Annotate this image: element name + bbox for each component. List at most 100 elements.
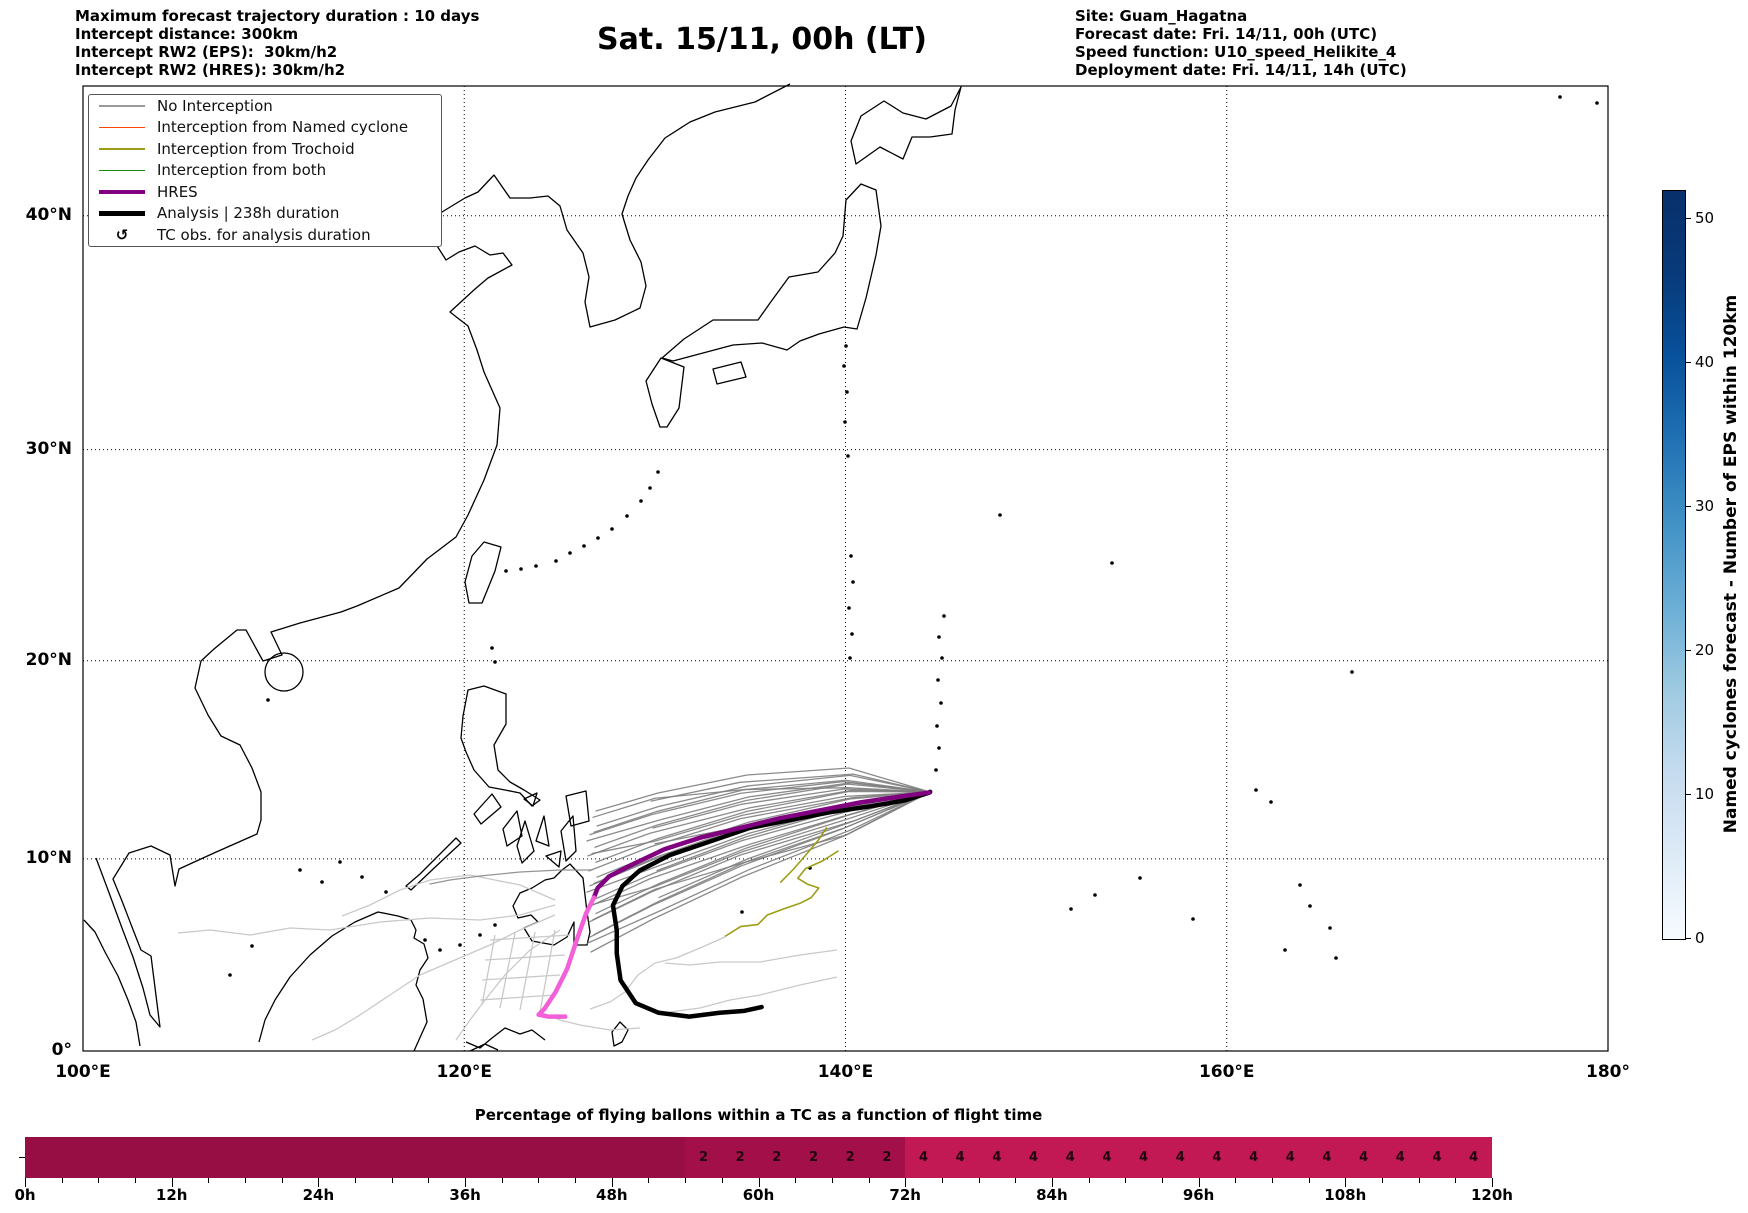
- bar-time-tick: [208, 1178, 210, 1183]
- bar-time-tick: [465, 1178, 467, 1187]
- legend-item-label: Interception from Trochoid: [157, 139, 355, 158]
- legend-item: Interception from Named cyclone: [89, 117, 441, 139]
- bar-time-tick: [538, 1178, 540, 1183]
- colorbar-tick: [1685, 938, 1691, 939]
- lat-tick-label: 20°N: [25, 649, 72, 670]
- legend-item-label: Interception from both: [157, 161, 327, 180]
- page-title: Sat. 15/11, 00h (LT): [597, 22, 927, 57]
- bar-time-tick: [941, 1178, 943, 1183]
- bar-time-tick: [1455, 1178, 1457, 1183]
- bar-time-label: 48h: [596, 1186, 628, 1204]
- bar-bin-value: 4: [1249, 1150, 1259, 1165]
- bar-time-tick: [1161, 1178, 1163, 1183]
- bar-time-tick: [758, 1178, 760, 1187]
- balloon-bar-title: Percentage of flying ballons within a TC…: [474, 1106, 1043, 1124]
- bar-time-tick: [135, 1178, 137, 1183]
- bar-time-tick: [648, 1178, 650, 1183]
- legend-item-label: TC obs. for analysis duration: [157, 225, 371, 244]
- bar-time-label: 96h: [1182, 1186, 1215, 1204]
- legend-item-label: Interception from Named cyclone: [157, 118, 409, 137]
- legend-item: Interception from both: [89, 160, 441, 182]
- bar-bin-value: 4: [1212, 1150, 1222, 1165]
- colorbar-tick-label: 0: [1695, 929, 1705, 947]
- header-right-info: Site: Guam_Hagatna Forecast date: Fri. 1…: [1075, 7, 1407, 79]
- bar-time-tick: [1345, 1178, 1347, 1187]
- legend-item: Analysis | 238h duration: [89, 203, 441, 225]
- bar-time-label: 60h: [742, 1186, 775, 1204]
- lat-tick-label: 40°N: [25, 204, 72, 225]
- bar-time-tick: [575, 1178, 577, 1183]
- bar-time-tick: [1418, 1178, 1420, 1183]
- colorbar-tick-label: 20: [1695, 641, 1715, 659]
- bar-bin-value: 4: [1359, 1150, 1369, 1165]
- bar-bin-value: 2: [882, 1150, 892, 1165]
- bar-time-label: 84h: [1036, 1186, 1068, 1204]
- bar-segment: [905, 1137, 1492, 1178]
- colorbar: [1662, 190, 1686, 940]
- lon-tick-label: 160°E: [1198, 1062, 1255, 1082]
- lon-tick-label: 140°E: [817, 1062, 874, 1082]
- colorbar-tick: [1685, 218, 1691, 219]
- colorbar-tick: [1685, 362, 1691, 363]
- bar-time-label: 36h: [449, 1186, 481, 1204]
- bar-time-tick: [61, 1178, 63, 1183]
- bar-bin-value: 4: [919, 1150, 929, 1165]
- legend-line-swatch: [99, 105, 145, 107]
- legend-item-label: Analysis | 238h duration: [157, 204, 340, 223]
- bar-time-tick: [1198, 1178, 1200, 1187]
- lat-tick-label: 10°N: [25, 847, 72, 868]
- legend-item: HRES: [89, 181, 441, 203]
- colorbar-title: Named cyclones forecast - Number of EPS …: [1721, 294, 1741, 834]
- bar-time-label: 120h: [1471, 1186, 1513, 1204]
- bar-time-tick: [795, 1178, 797, 1183]
- bar-time-label: 72h: [889, 1186, 921, 1204]
- legend-line-swatch: [99, 169, 145, 171]
- bar-time-tick: [391, 1178, 393, 1183]
- bar-bin-value: 4: [955, 1150, 965, 1165]
- legend-line-swatch: [99, 148, 145, 150]
- bar-time-tick: [245, 1178, 247, 1183]
- bar-time-label: 0h: [14, 1186, 36, 1204]
- bar-bin-value: 4: [1175, 1150, 1185, 1165]
- bar-bin-value: 4: [1395, 1150, 1405, 1165]
- bar-time-tick: [1308, 1178, 1310, 1183]
- bar-time-tick: [318, 1178, 320, 1187]
- bar-time-tick: [1381, 1178, 1383, 1183]
- bar-segment: [685, 1137, 906, 1178]
- bar-time-tick: [171, 1178, 173, 1187]
- bar-y-tick: [19, 1157, 25, 1158]
- bar-bin-value: 4: [1065, 1150, 1075, 1165]
- header-left-info: Maximum forecast trajectory duration : 1…: [75, 7, 480, 79]
- bar-bin-value: 4: [1285, 1150, 1295, 1165]
- bar-time-tick: [905, 1178, 907, 1187]
- bar-time-tick: [721, 1178, 723, 1183]
- bar-bin-value: 2: [845, 1150, 855, 1165]
- colorbar-tick: [1685, 794, 1691, 795]
- lon-tick-label: 100°E: [55, 1062, 111, 1082]
- lat-tick-label: 0°: [51, 1040, 72, 1060]
- bar-time-tick: [428, 1178, 430, 1183]
- legend-item-label: No Interception: [157, 96, 273, 115]
- bar-bin-value: 4: [1469, 1150, 1479, 1165]
- bar-bin-value: 2: [698, 1150, 709, 1165]
- bar-bin-value: 4: [1139, 1150, 1149, 1165]
- map-legend: No Interception Interception from Named c…: [88, 94, 442, 247]
- bar-bin-value: 4: [1102, 1150, 1112, 1165]
- bar-bin-value: 2: [735, 1150, 745, 1165]
- bar-time-tick: [1088, 1178, 1090, 1183]
- lon-tick-label: 120°E: [436, 1062, 493, 1082]
- bar-time-tick: [831, 1178, 833, 1183]
- bar-bin-value: 2: [808, 1150, 819, 1165]
- bar-time-tick: [1235, 1178, 1237, 1183]
- bar-bin-value: 2: [772, 1150, 782, 1165]
- bar-time-tick: [611, 1178, 613, 1187]
- legend-item: ↺ TC obs. for analysis duration: [89, 224, 441, 246]
- bar-time-tick: [1125, 1178, 1127, 1183]
- bar-time-label: 24h: [302, 1186, 335, 1204]
- legend-line-swatch: [99, 189, 145, 194]
- bar-time-tick: [978, 1178, 980, 1183]
- tc-marker-icon: ↺: [115, 225, 129, 244]
- colorbar-tick-label: 10: [1695, 785, 1715, 803]
- bar-time-tick: [685, 1178, 687, 1183]
- bar-bin-value: 4: [1029, 1150, 1039, 1165]
